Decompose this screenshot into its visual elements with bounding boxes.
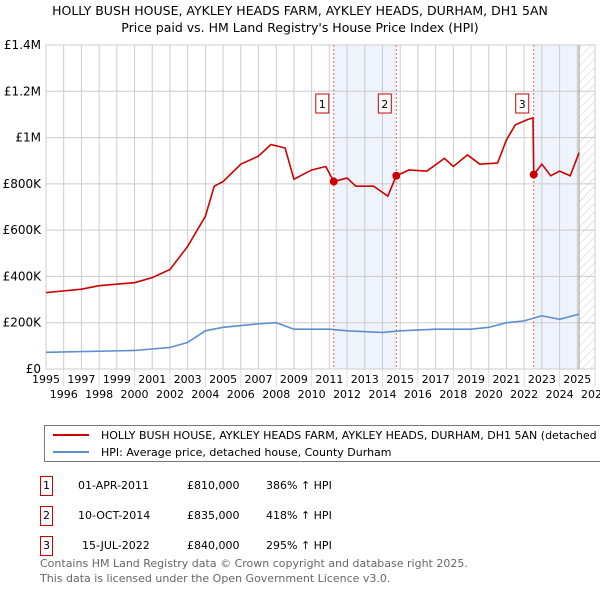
x-tick-label: 2011 — [315, 373, 343, 386]
footer-licence: This data is licensed under the Open Gov… — [40, 572, 391, 585]
x-tick-label: 1995 — [32, 373, 60, 386]
x-tick-label: 2010 — [298, 388, 326, 401]
x-tick-label: 2023 — [528, 373, 556, 386]
sale-label: 2 — [381, 98, 388, 111]
y-tick-label: £1M — [15, 131, 41, 145]
sale-price: £840,000 — [187, 539, 240, 552]
sale-label-box — [515, 93, 530, 114]
legend-item-property: HOLLY BUSH HOUSE, AYKLEY HEADS FARM, AYK… — [53, 427, 600, 443]
x-tick-label: 2002 — [156, 388, 184, 401]
x-tick-label: 2020 — [475, 388, 503, 401]
x-tick-label: 2022 — [510, 388, 538, 401]
sale-point — [529, 170, 538, 179]
plot-border — [45, 44, 596, 370]
x-tick-label: 2008 — [262, 388, 290, 401]
sale-price: £810,000 — [187, 479, 240, 492]
x-tick-label: 1999 — [103, 373, 131, 386]
x-tick-label: 2026 — [581, 388, 600, 401]
sale-point — [392, 171, 401, 180]
x-tick-label: 1998 — [85, 388, 113, 401]
chart-title: HOLLY BUSH HOUSE, AYKLEY HEADS FARM, AYK… — [52, 3, 548, 18]
x-tick-label: 2018 — [439, 388, 467, 401]
sale-date: 10-OCT-2014 — [78, 509, 151, 522]
legend-item-hpi: HPI: Average price, detached house, Coun… — [53, 444, 392, 460]
legend-swatch — [53, 451, 89, 453]
x-tick-label: 2001 — [138, 373, 166, 386]
price-chart: 1995 1996 1997 1998 1999 2000 2001 2002 2003 2004… — [3, 38, 600, 401]
x-tick-label: 2005 — [209, 373, 237, 386]
y-tick-label: £600K — [3, 223, 43, 237]
y-tick-label: £0 — [26, 362, 41, 376]
hpi-line — [45, 313, 580, 354]
x-tick-label: 2021 — [492, 373, 520, 386]
sale-point — [329, 177, 338, 186]
legend: HOLLY BUSH HOUSE, AYKLEY HEADS FARM, AYK… — [44, 425, 600, 462]
legend-label: HOLLY BUSH HOUSE, AYKLEY HEADS FARM, AYK… — [101, 428, 600, 442]
sale-label: 1 — [319, 98, 326, 111]
x-tick-label: 2000 — [121, 388, 149, 401]
y-tick-label: £800K — [3, 177, 43, 191]
x-tick-label: 2025 — [563, 373, 591, 386]
x-tick-label: 2014 — [368, 388, 396, 401]
property-price-line — [45, 116, 580, 294]
x-tick-label: 2017 — [422, 373, 450, 386]
y-tick-label: £1.2M — [4, 84, 41, 98]
y-tick-label: £400K — [3, 269, 43, 283]
legend-swatch — [53, 434, 89, 436]
x-tick-label: 2006 — [227, 388, 255, 401]
sale-price: £835,000 — [187, 509, 240, 522]
y-tick-label: £1.4M — [4, 38, 41, 52]
x-tick-label: 2019 — [457, 373, 485, 386]
sale-badge: 1 — [40, 476, 53, 496]
x-tick-label: 2015 — [386, 373, 414, 386]
sale-date: 01-APR-2011 — [78, 479, 150, 492]
x-tick-label: 2013 — [351, 373, 379, 386]
chart-subtitle: Price paid vs. HM Land Registry's House … — [121, 20, 479, 35]
future-hatch — [579, 45, 595, 369]
sale-hpi-change: 418% ↑ HPI — [266, 509, 332, 522]
sale-badge: 3 — [40, 536, 53, 556]
sale-label: 3 — [519, 98, 526, 111]
shaded-period — [533, 45, 580, 369]
x-tick-label: 2009 — [280, 373, 308, 386]
sale-badge: 2 — [40, 506, 53, 526]
x-tick-label: 2004 — [191, 388, 219, 401]
x-tick-label: 2007 — [245, 373, 273, 386]
x-tick-label: 2003 — [174, 373, 202, 386]
footer-copyright: Contains HM Land Registry data © Crown c… — [40, 557, 468, 570]
x-tick-label: 2024 — [546, 388, 574, 401]
sale-hpi-change: 295% ↑ HPI — [266, 539, 332, 552]
sale-hpi-change: 386% ↑ HPI — [266, 479, 332, 492]
x-tick-label: 1997 — [67, 373, 95, 386]
x-tick-label: 2016 — [404, 388, 432, 401]
x-tick-label: 1996 — [50, 388, 78, 401]
x-tick-label: 2012 — [333, 388, 361, 401]
sale-label-box — [377, 93, 392, 114]
sale-date: 15-JUL-2022 — [82, 539, 150, 552]
legend-label: HPI: Average price, detached house, Coun… — [101, 445, 392, 459]
sale-label-box — [315, 93, 330, 114]
y-tick-label: £200K — [3, 316, 43, 330]
